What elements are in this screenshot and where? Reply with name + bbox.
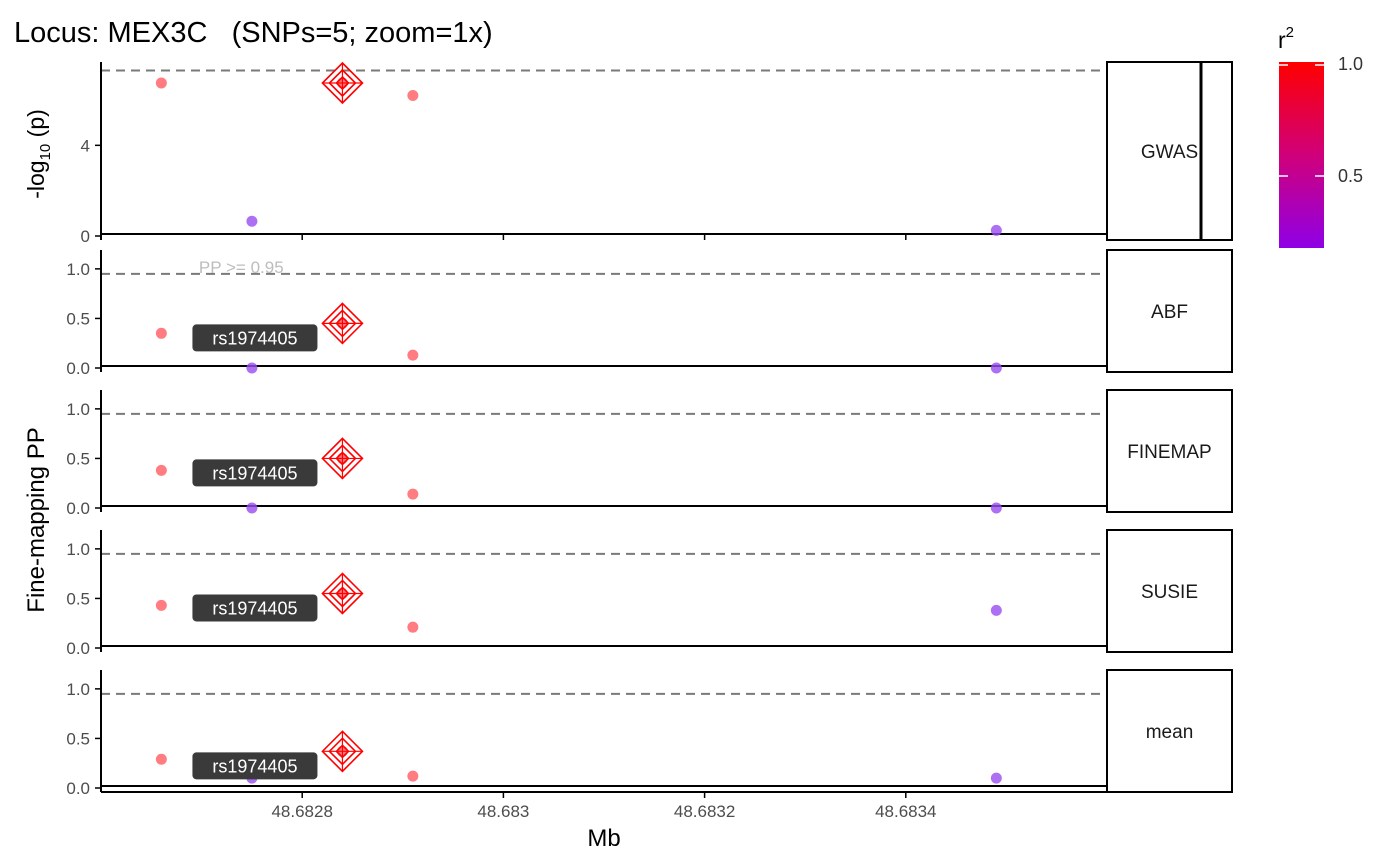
y-tick-label: 0 xyxy=(81,227,90,246)
r2-colorbar-legend: r2 1.0 0.5 xyxy=(1278,24,1363,248)
lead-snp-marker xyxy=(321,302,364,345)
y-tick-label: 1.0 xyxy=(66,540,90,559)
y-tick-label: 0.5 xyxy=(66,309,90,328)
legend-title: r2 xyxy=(1278,24,1294,53)
snp-point xyxy=(990,772,1002,784)
lead-snp-label: rs1974405 xyxy=(192,324,318,352)
snp-point xyxy=(246,215,258,227)
x-axis-title: Mb xyxy=(587,825,620,852)
threshold-label: PP >= 0.95 xyxy=(199,258,284,277)
y-tick-label: 1.0 xyxy=(66,260,90,279)
y-tick-label: 0.0 xyxy=(66,639,90,658)
y-axis-title-gwas: -log10 (p) xyxy=(23,109,54,199)
x-tick-label: 48.6832 xyxy=(674,802,735,821)
snp-point xyxy=(246,502,258,514)
snp-point xyxy=(246,362,258,374)
lead-snp-marker xyxy=(321,437,364,480)
facet-strip-label: mean xyxy=(1146,722,1194,743)
x-tick-label: 48.683 xyxy=(477,802,529,821)
plot-title: Locus: MEX3C (SNPs=5; zoom=1x) xyxy=(14,17,493,49)
facet-strip-label: ABF xyxy=(1151,302,1188,323)
lead-snp-marker xyxy=(321,572,364,615)
x-tick-label: 48.6834 xyxy=(875,802,936,821)
snp-point xyxy=(155,327,167,339)
facet-strip xyxy=(1106,389,1233,513)
y-tick-label: 1.0 xyxy=(66,680,90,699)
snp-point xyxy=(990,362,1002,374)
legend-tick-label: 0.5 xyxy=(1338,166,1363,186)
snp-point xyxy=(407,770,419,782)
snp-point xyxy=(155,599,167,611)
snp-point xyxy=(990,224,1002,236)
y-tick-label: 0.5 xyxy=(66,589,90,608)
x-tick-label: 48.6828 xyxy=(271,802,332,821)
legend-colorbar xyxy=(1279,62,1324,248)
y-tick-label: 0.0 xyxy=(66,359,90,378)
lead-snp-label-box xyxy=(192,459,318,487)
snp-point xyxy=(407,488,419,500)
y-axis-title-finemapping: Fine-mapping PP xyxy=(23,427,50,612)
lead-snp-label-box xyxy=(192,324,318,352)
y-tick-label: 0.5 xyxy=(66,729,90,748)
facet-panel-susie: 0.0 0.5 1.0 SUSIE rs1974405 xyxy=(66,529,1233,658)
snp-point xyxy=(155,753,167,765)
snp-point xyxy=(155,77,167,89)
lead-snp-label: rs1974405 xyxy=(192,594,318,622)
y-tick-label: 1.0 xyxy=(66,400,90,419)
facet-panel-mean: 0.0 0.5 1.0 mean rs1974405 xyxy=(66,669,1233,798)
lead-snp-label-text: rs1974405 xyxy=(212,756,297,776)
lead-snp-label: rs1974405 xyxy=(192,752,318,780)
snp-point xyxy=(407,89,419,101)
lead-snp-label: rs1974405 xyxy=(192,459,318,487)
facet-strip xyxy=(1106,249,1233,373)
snp-point xyxy=(990,502,1002,514)
facet-strip xyxy=(1106,61,1233,241)
facet-strip-label: FINEMAP xyxy=(1127,442,1211,463)
lead-snp-label-text: rs1974405 xyxy=(212,328,297,348)
lead-snp-marker xyxy=(321,730,364,773)
x-axis: 48.6828 48.683 48.6832 48.6834 xyxy=(101,791,1107,821)
y-tick-label: 0.5 xyxy=(66,449,90,468)
facet-strip xyxy=(1106,529,1233,653)
y-tick-label: 0.0 xyxy=(66,779,90,798)
lead-snp-label-box xyxy=(192,594,318,622)
snp-point xyxy=(990,604,1002,616)
facet-panel-finemap: 0.0 0.5 1.0 FINEMAP rs1974405 xyxy=(66,389,1233,518)
legend-tick-label: 1.0 xyxy=(1338,54,1363,74)
y-tick-label: 4 xyxy=(81,136,90,155)
lead-snp-marker xyxy=(321,61,364,105)
facet-strip-label: SUSIE xyxy=(1141,582,1198,603)
facet-strip xyxy=(1106,669,1233,793)
lead-snp-label-text: rs1974405 xyxy=(212,463,297,483)
lead-snp-label-text: rs1974405 xyxy=(212,598,297,618)
snp-point xyxy=(155,464,167,476)
snp-point xyxy=(407,621,419,633)
facet-panel-gwas: 0 4 GWAS xyxy=(81,61,1233,246)
snp-point xyxy=(407,349,419,361)
facet-panel-abf: PP >= 0.95 0.0 0.5 1.0 ABF rs1974405 xyxy=(66,249,1233,378)
y-tick-label: 0.0 xyxy=(66,499,90,518)
lead-snp-label-box xyxy=(192,752,318,780)
facet-strip-label: GWAS xyxy=(1141,142,1198,163)
